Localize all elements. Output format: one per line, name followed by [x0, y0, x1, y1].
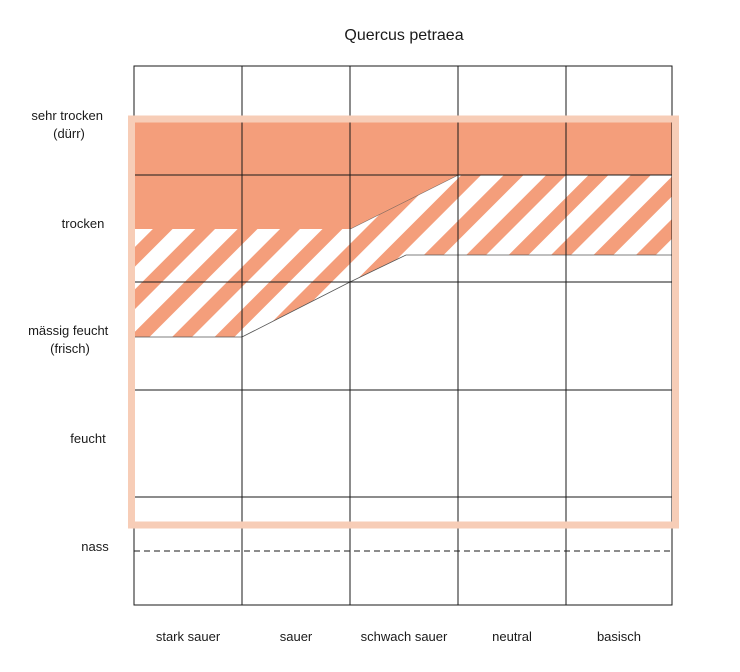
row-label-line: feucht [70, 431, 106, 446]
col-label-schwach-sauer: schwach sauer [361, 629, 448, 644]
row-label-feucht: feucht [70, 431, 106, 446]
diagram-title: Quercus petraea [344, 27, 463, 44]
row-label-line: mässig feucht [28, 323, 109, 338]
row-label-maessig-feucht: mässig feucht (frisch) [28, 323, 112, 356]
row-label-sehr-trocken: sehr trocken (dürr) [31, 108, 106, 141]
row-label-line: (frisch) [50, 341, 90, 356]
col-label-neutral: neutral [492, 629, 532, 644]
row-label-line: nass [81, 539, 109, 554]
row-label-trocken: trocken [62, 216, 105, 231]
col-label-basisch: basisch [597, 629, 641, 644]
row-label-line: trocken [62, 216, 105, 231]
row-label-line: (dürr) [53, 126, 85, 141]
row-label-line: sehr trocken [31, 108, 103, 123]
row-label-nass: nass [81, 539, 109, 554]
hatched-tolerance-area [134, 175, 672, 337]
col-label-sauer: sauer [280, 629, 313, 644]
col-label-stark-sauer: stark sauer [156, 629, 221, 644]
range-outline [128, 115, 679, 529]
